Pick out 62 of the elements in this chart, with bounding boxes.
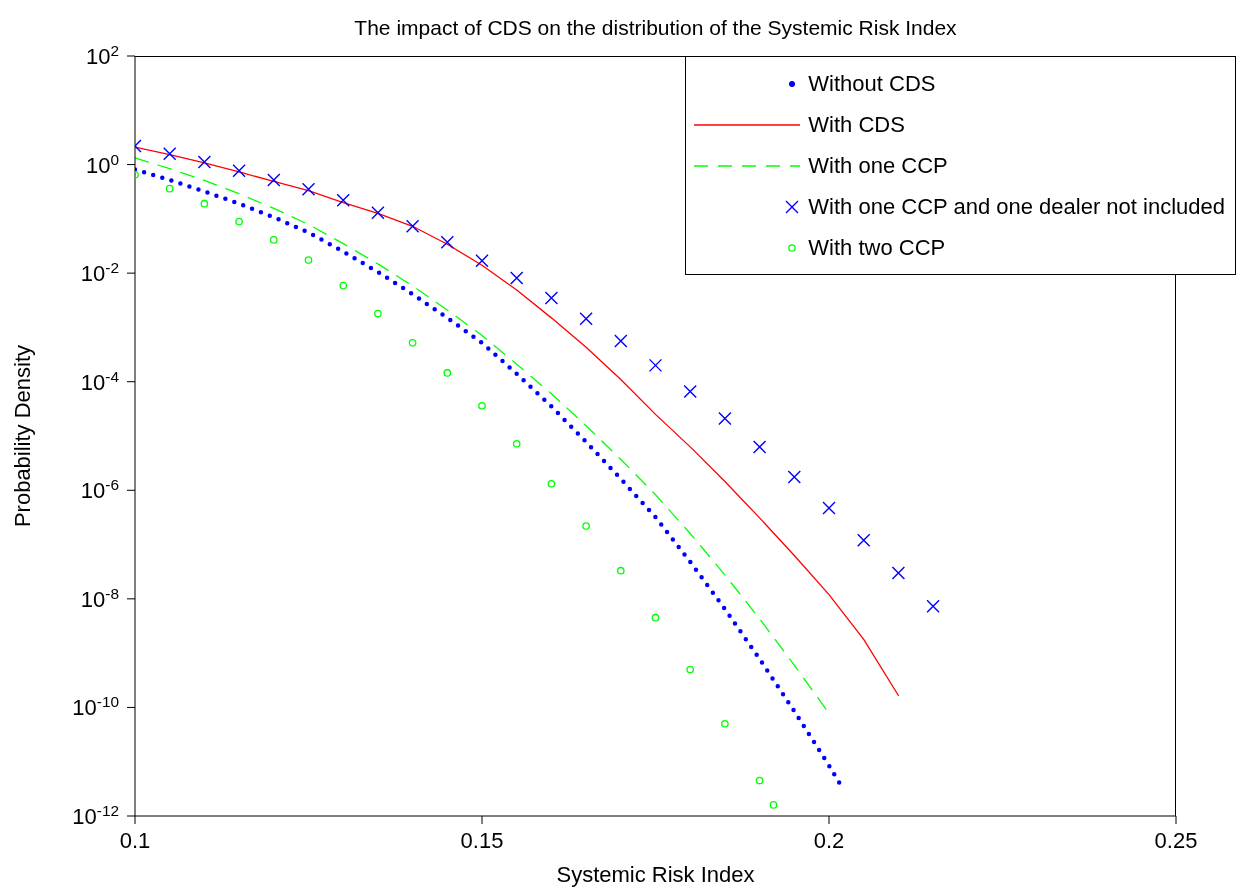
point	[304, 256, 313, 264]
point	[510, 271, 524, 285]
legend-label: With two CCP	[808, 234, 946, 261]
y-tick-label: 10$^{-4}$	[80, 367, 120, 395]
point	[163, 147, 177, 161]
y-axis-title: Probability Density	[10, 344, 36, 528]
point	[408, 339, 417, 347]
point	[926, 599, 940, 613]
point	[787, 470, 801, 484]
point	[374, 309, 382, 318]
point	[443, 369, 452, 377]
point	[822, 501, 836, 515]
y-tick-label: 10$^{0}$	[85, 150, 119, 178]
legend-label: With one CCP	[808, 152, 948, 179]
point	[752, 440, 767, 454]
x-axis-title: Systemic Risk Index	[555, 862, 756, 888]
point	[683, 384, 697, 399]
legend-label: With CDS	[808, 111, 905, 138]
y-tick-label: 10$^{-12}$	[72, 801, 119, 829]
x-tick-label: 0.1	[119, 828, 151, 853]
point	[440, 235, 454, 249]
x-tick-label: 0.2	[813, 828, 845, 853]
legend-label: With one CCP and one dealer not included	[808, 193, 1225, 220]
point	[267, 173, 281, 187]
point	[200, 199, 209, 208]
point	[339, 281, 348, 290]
x-tick-label: 0.15	[460, 828, 504, 853]
point	[755, 776, 764, 785]
point	[301, 182, 316, 197]
point	[614, 334, 628, 348]
point	[336, 193, 350, 207]
y-tick-label: 10$^{2}$	[85, 41, 119, 69]
point	[582, 522, 590, 530]
x-tick-label: 0.25	[1154, 828, 1198, 853]
point	[718, 411, 732, 426]
point	[371, 205, 385, 220]
point	[686, 665, 695, 674]
point	[857, 533, 871, 547]
point	[547, 479, 556, 488]
point	[648, 358, 663, 373]
point	[544, 291, 559, 305]
point	[616, 566, 625, 575]
point	[235, 217, 243, 226]
point	[769, 801, 778, 809]
point	[478, 401, 486, 410]
point	[165, 184, 174, 193]
point	[405, 219, 420, 233]
point	[475, 253, 489, 268]
point	[651, 613, 660, 622]
y-tick-label: 10$^{-10}$	[72, 692, 119, 721]
point	[197, 155, 212, 169]
chart-title: The impact of CDS on the distribution of the Systemic Risk Index	[353, 16, 958, 40]
point	[721, 719, 729, 728]
y-tick-label: 10$^{-6}$	[80, 475, 119, 504]
point	[512, 439, 521, 448]
point	[891, 566, 906, 580]
legend-label: Without CDS	[808, 70, 936, 97]
point	[232, 164, 246, 178]
y-tick-label: 10$^{-8}$	[80, 584, 119, 612]
y-tick-label: 10$^{-2}$	[80, 258, 119, 287]
point	[579, 311, 593, 326]
point	[269, 236, 278, 244]
